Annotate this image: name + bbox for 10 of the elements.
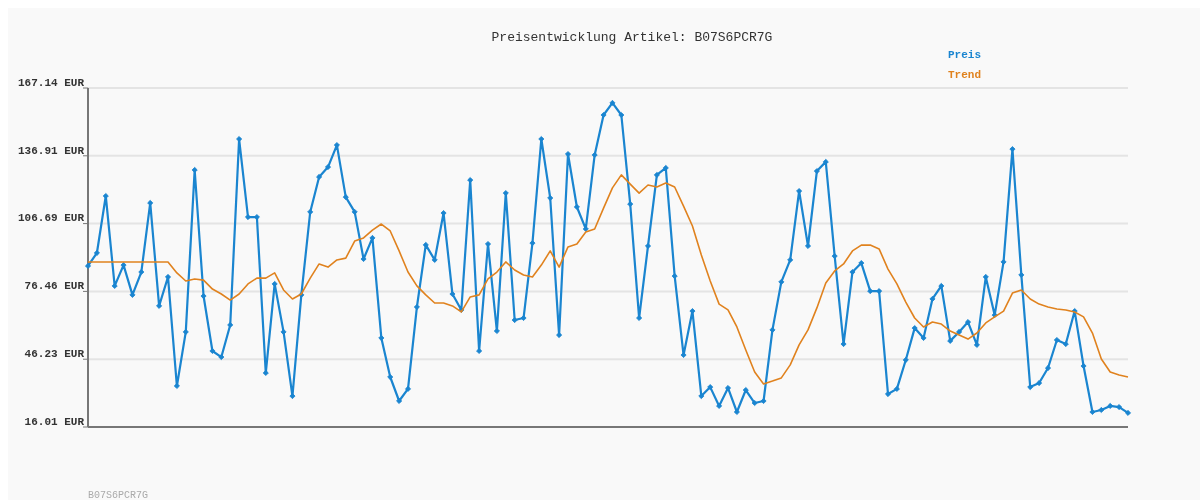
y-tick-label: 76.46 EUR (24, 280, 85, 293)
y-tick-label: 167.14 EUR (17, 76, 85, 89)
chart-title: Preisentwicklung Artikel: B07S6PCR7G (491, 30, 773, 45)
y-tick-label: 16.01 EUR (24, 415, 85, 428)
y-tick-label: 136.91 EUR (17, 144, 85, 157)
text: Trend (948, 69, 982, 81)
text: B07S6PCR7G (88, 490, 149, 500)
text: Preis (948, 49, 982, 61)
y-tick-label: 106.69 EUR (17, 212, 85, 225)
y-tick-label: 46.23 EUR (24, 348, 85, 361)
